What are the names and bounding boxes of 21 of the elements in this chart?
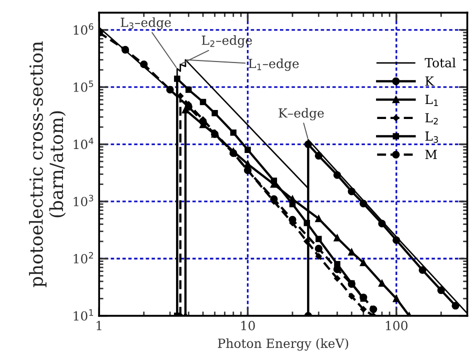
x-tick-label: 10 [241,320,255,330]
y-tick-label: 10$^{4}$ [74,138,94,150]
y-tick-label: 10$^{6}$ [74,23,94,35]
annotation: L$_{1}$–edge [248,58,299,71]
legend-label: L$_{1}$ [425,94,438,106]
y-tick-label: 10$^{2}$ [74,252,93,264]
annotation: L$_{3}$–edge [120,17,171,30]
legend-label: K [425,76,434,86]
x-tick-label: 100 [386,320,408,330]
x-axis-title: Photon Energy (keV) [218,338,348,351]
y-tick-label: 10$^{1}$ [74,309,94,321]
legend-label: L$_{2}$ [425,113,438,124]
y-tick-label: 10$^{3}$ [74,194,94,206]
legend-label: M [425,150,437,160]
legend-label: L$_{3}$ [425,132,438,143]
legend-label: Total [424,58,456,68]
y-axis-title: photoelectric cross-section (barn/atom) [29,41,66,288]
annotation: L$_{2}$–edge [202,35,252,48]
x-tick-label: 1 [96,320,102,330]
y-tick-label: 10$^{5}$ [74,80,94,92]
annotation: K–edge [278,108,324,120]
